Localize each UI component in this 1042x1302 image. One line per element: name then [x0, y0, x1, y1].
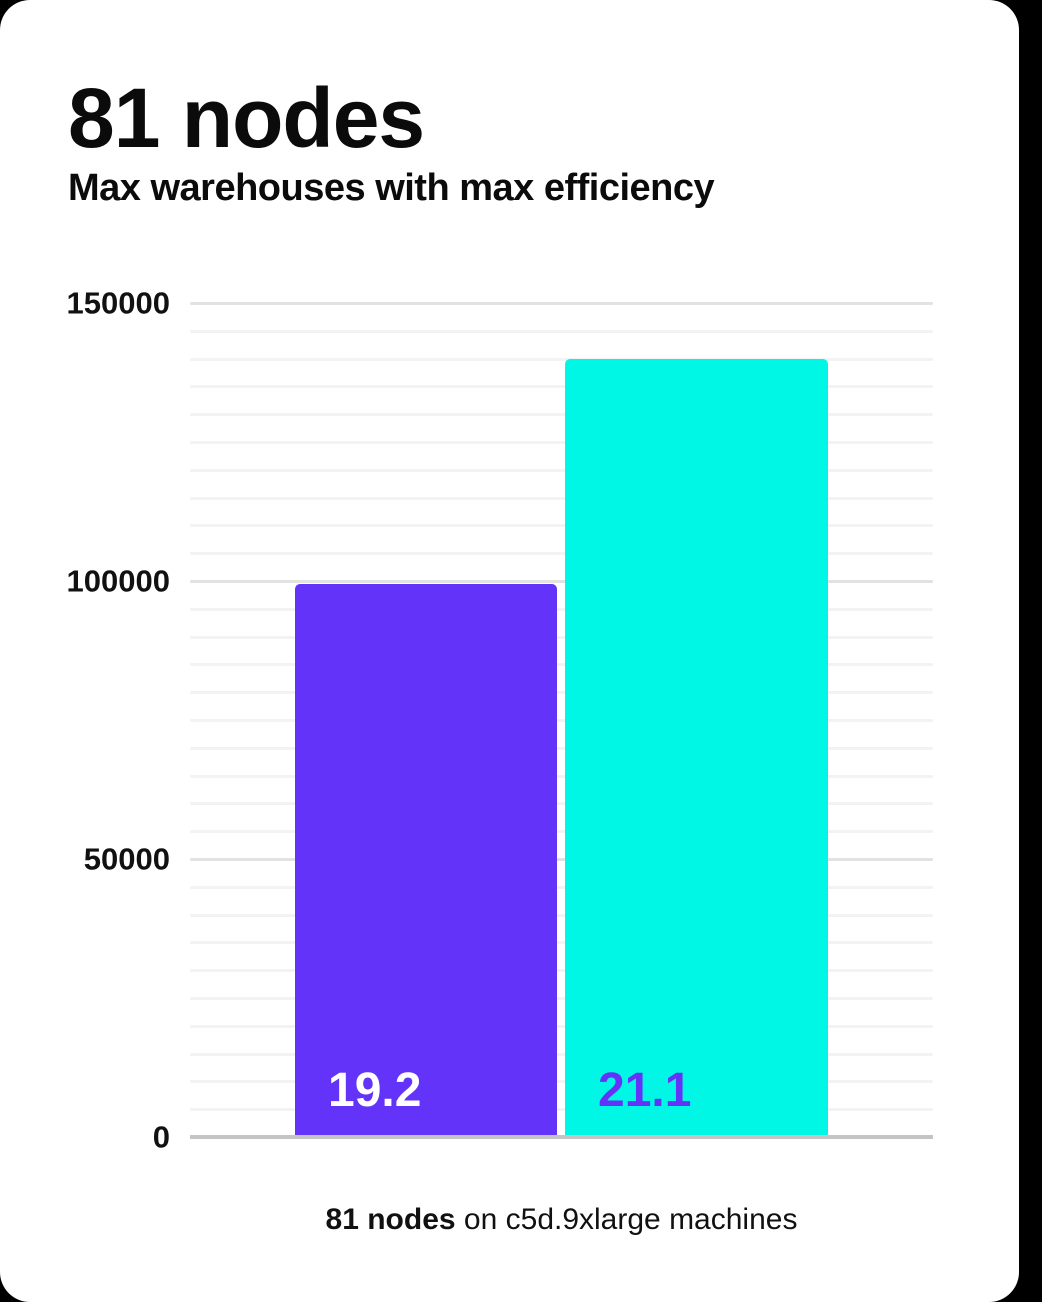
chart-card: 81 nodes Max warehouses with max efficie…: [0, 0, 1019, 1302]
gridline: [190, 635, 933, 639]
gridline: [190, 1108, 933, 1112]
gridline: [190, 329, 933, 333]
gridline: [190, 524, 933, 528]
gridline: [190, 468, 933, 472]
bar-chart-plot-area: 0 50000 100000 150000 19.2 21.1: [66, 285, 933, 1155]
y-axis-tick-label: 0: [152, 1119, 170, 1155]
gridline: [190, 774, 933, 778]
gridline: [190, 580, 933, 583]
chart-subtitle: Max warehouses with max efficiency: [68, 167, 715, 209]
gridline: [190, 1024, 933, 1028]
gridline: [190, 719, 933, 722]
gridline: [190, 969, 933, 973]
caption-regular-text: on c5d.9xlarge machines: [455, 1203, 798, 1236]
y-axis-tick-label: 50000: [83, 841, 170, 877]
gridline: [190, 830, 933, 834]
gridline: [190, 746, 933, 750]
gridline: [190, 385, 933, 389]
bar-2: 21.1: [565, 358, 828, 1137]
chart-caption: 81 nodes on c5d.9xlarge machines: [190, 1202, 933, 1238]
gridline: [190, 691, 933, 695]
bar-value-label: 21.1: [598, 1063, 692, 1117]
gridline: [190, 357, 933, 361]
gridline: [190, 413, 933, 417]
caption-bold-text: 81 nodes: [325, 1203, 456, 1236]
gridline: [190, 997, 933, 1000]
x-axis-baseline: [190, 1135, 933, 1139]
gridline: [190, 802, 933, 806]
gridline: [190, 552, 933, 556]
gridline: [190, 941, 933, 945]
gridline: [190, 607, 933, 611]
bar-value-label: 19.2: [328, 1063, 422, 1117]
gridline: [190, 913, 933, 917]
chart-title: 81 nodes: [68, 71, 425, 165]
gridline: [190, 441, 933, 444]
y-axis-tick-label: 150000: [66, 285, 170, 321]
gridline: [190, 858, 933, 861]
gridline: [190, 1052, 933, 1056]
gridline: [190, 496, 933, 500]
y-axis-tick-label: 100000: [66, 563, 170, 599]
gridline: [190, 1080, 933, 1084]
gridline: [190, 663, 933, 667]
gridline: [190, 885, 933, 889]
bar-1: 19.2: [295, 584, 557, 1137]
gridline: [190, 302, 933, 305]
